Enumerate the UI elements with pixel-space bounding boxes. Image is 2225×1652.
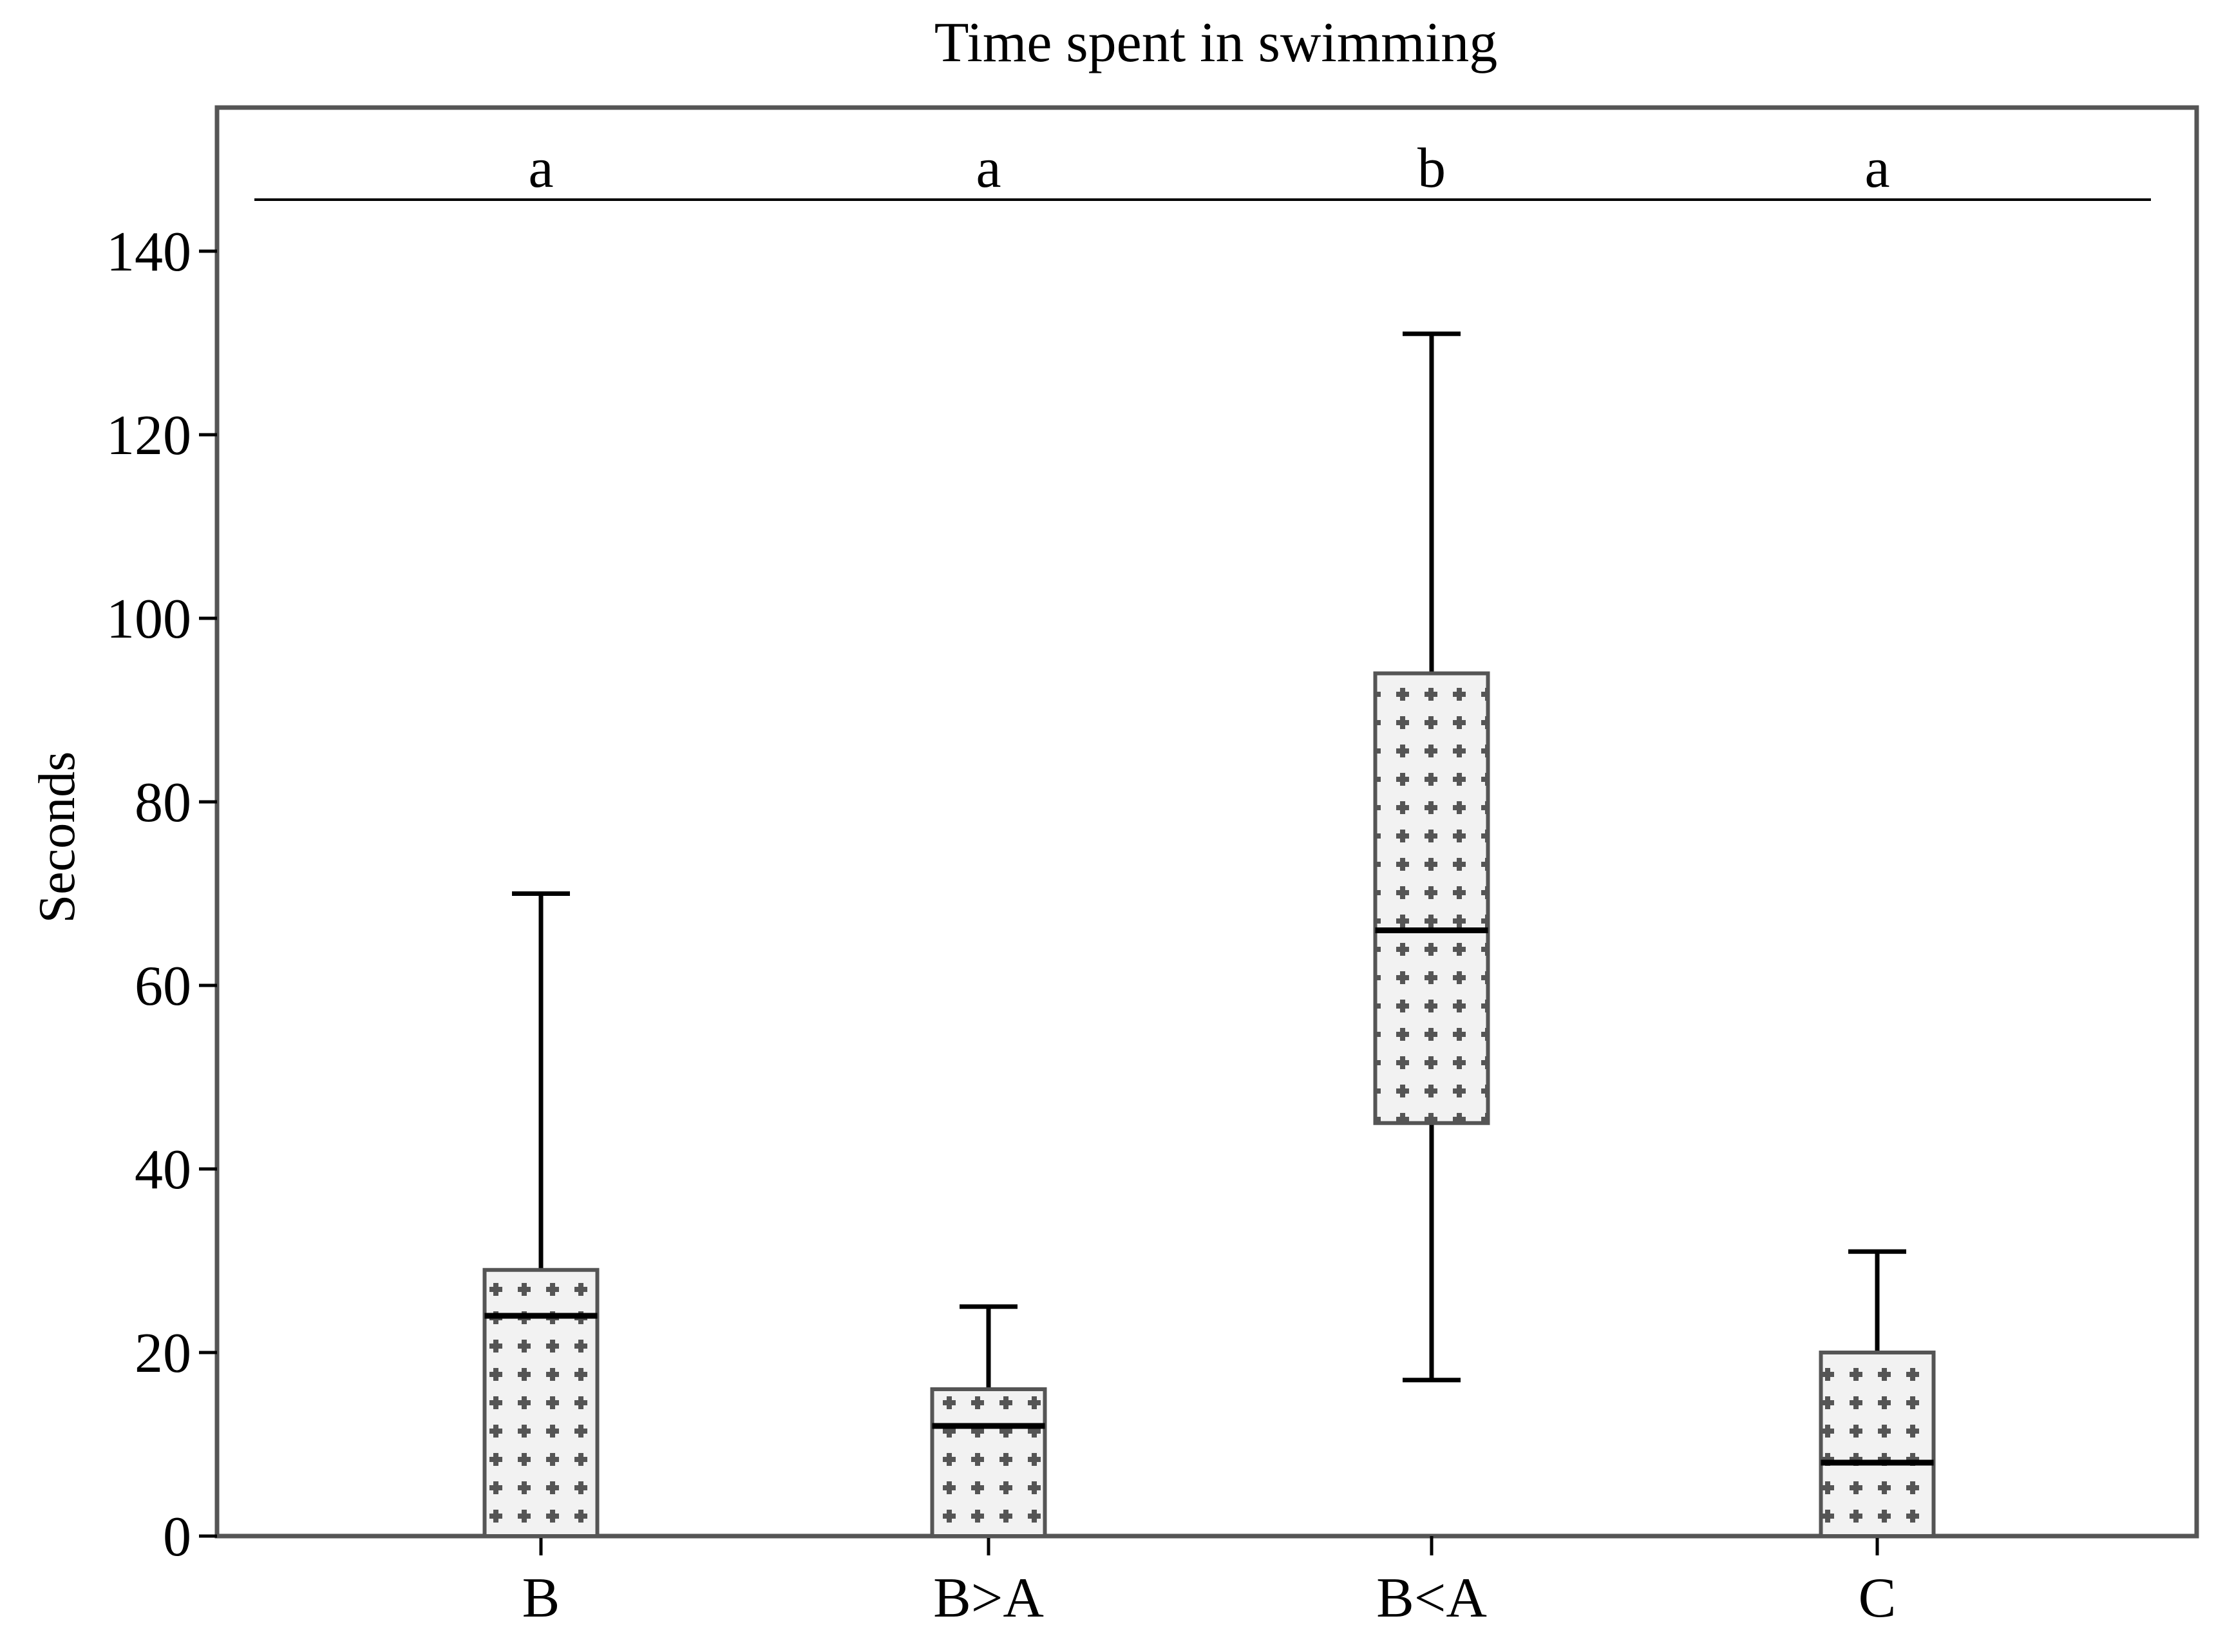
plot-frame [214, 105, 2199, 1539]
y-tick-label: 120 [106, 404, 191, 467]
x-tick-label: B<A [1376, 1567, 1487, 1629]
y-axis: 0 20 40 60 80 100 120 140 [106, 221, 217, 1568]
significance-letter: a [528, 137, 553, 200]
y-axis-label: Seconds [29, 752, 86, 924]
box [1819, 1351, 1936, 1538]
y-tick-label: 60 [135, 955, 191, 1018]
y-tick-label: 140 [106, 221, 191, 283]
y-tick-label: 100 [106, 588, 191, 650]
box [930, 1387, 1047, 1538]
x-tick-label: C [1859, 1567, 1897, 1629]
significance-letter: a [1864, 137, 1889, 200]
significance-letter: b [1417, 137, 1446, 200]
box [1373, 671, 1490, 1125]
y-tick-label: 0 [163, 1506, 191, 1568]
y-tick-label: 20 [135, 1322, 191, 1385]
chart-title: Time spent in swimming [934, 12, 1497, 74]
significance-letter: a [976, 137, 1001, 200]
x-tick-label: B>A [933, 1567, 1044, 1629]
y-tick-label: 80 [135, 772, 191, 834]
y-tick-label: 40 [135, 1139, 191, 1201]
x-axis: B B>A B<A C [522, 1536, 1897, 1629]
x-tick-label: B [522, 1567, 560, 1629]
box [482, 1267, 600, 1538]
